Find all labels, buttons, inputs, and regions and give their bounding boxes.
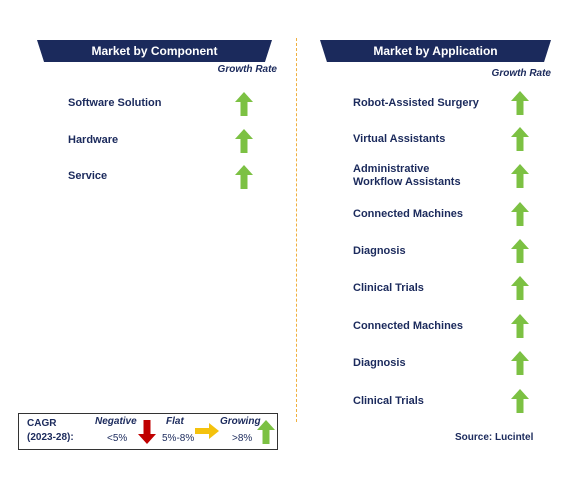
item-label: Diagnosis	[353, 244, 406, 257]
item-label: Software Solution	[68, 97, 162, 109]
legend-name: Flat	[166, 416, 184, 427]
arrow-shape	[511, 314, 529, 338]
arrow-shape	[511, 127, 529, 151]
item-label: Hardware	[68, 133, 119, 146]
legend-range: 5%-8%	[162, 433, 195, 444]
column-label: Growth Rate	[491, 68, 551, 79]
arrow-shape	[511, 202, 529, 226]
legend-label: CAGR (2023-28):	[27, 418, 74, 443]
arrow-up	[511, 239, 529, 263]
arrow-up	[511, 164, 529, 188]
arrow-shape	[235, 92, 253, 116]
arrow-up	[511, 314, 529, 338]
item-label: Clinical Trials	[353, 394, 424, 407]
item-label: Connected Machines	[353, 319, 464, 332]
divider	[296, 38, 297, 422]
arrow-shape	[257, 420, 275, 444]
legend-name: Negative	[95, 416, 137, 427]
arrow-up	[511, 276, 529, 300]
arrow-up	[511, 351, 529, 375]
source: Source: Lucintel	[455, 432, 534, 443]
legend-range: >8%	[232, 433, 253, 444]
arrow-shape	[511, 164, 529, 188]
legend-box	[18, 413, 278, 450]
arrow-shape	[138, 420, 156, 444]
arrow-up	[511, 91, 529, 115]
panel-title: Market by Component	[37, 40, 272, 62]
arrow-down	[138, 420, 156, 444]
arrow-up	[235, 92, 253, 116]
legend-name: Growing	[220, 416, 261, 427]
item-label: Diagnosis	[353, 356, 406, 369]
arrow-up	[235, 128, 253, 153]
arrow-shape	[511, 351, 529, 375]
panel-title: Market by Application	[320, 40, 551, 62]
arrow-right	[195, 423, 219, 439]
arrow-shape	[511, 91, 529, 115]
item-label: Virtual Assistants	[353, 132, 446, 145]
column-label: Growth Rate	[217, 64, 277, 75]
arrow-up	[511, 127, 529, 151]
arrow-shape	[511, 239, 529, 263]
arrow-shape	[511, 276, 529, 300]
arrow-up	[511, 202, 529, 226]
arrow-shape	[195, 423, 219, 439]
item-label: Robot-Assisted Surgery	[353, 96, 479, 109]
item-label: Connected Machines	[353, 207, 464, 220]
arrow-shape	[235, 165, 253, 189]
arrow-up	[235, 165, 253, 189]
arrow-shape	[235, 128, 253, 153]
item-label: Service	[68, 170, 108, 182]
arrow-up	[511, 389, 529, 413]
legend-range: <5%	[107, 433, 128, 444]
item-label: Administrative Workflow Assistants	[353, 163, 461, 188]
arrow-up	[257, 420, 275, 444]
arrow-shape	[511, 389, 529, 413]
item-label: Clinical Trials	[353, 281, 424, 294]
